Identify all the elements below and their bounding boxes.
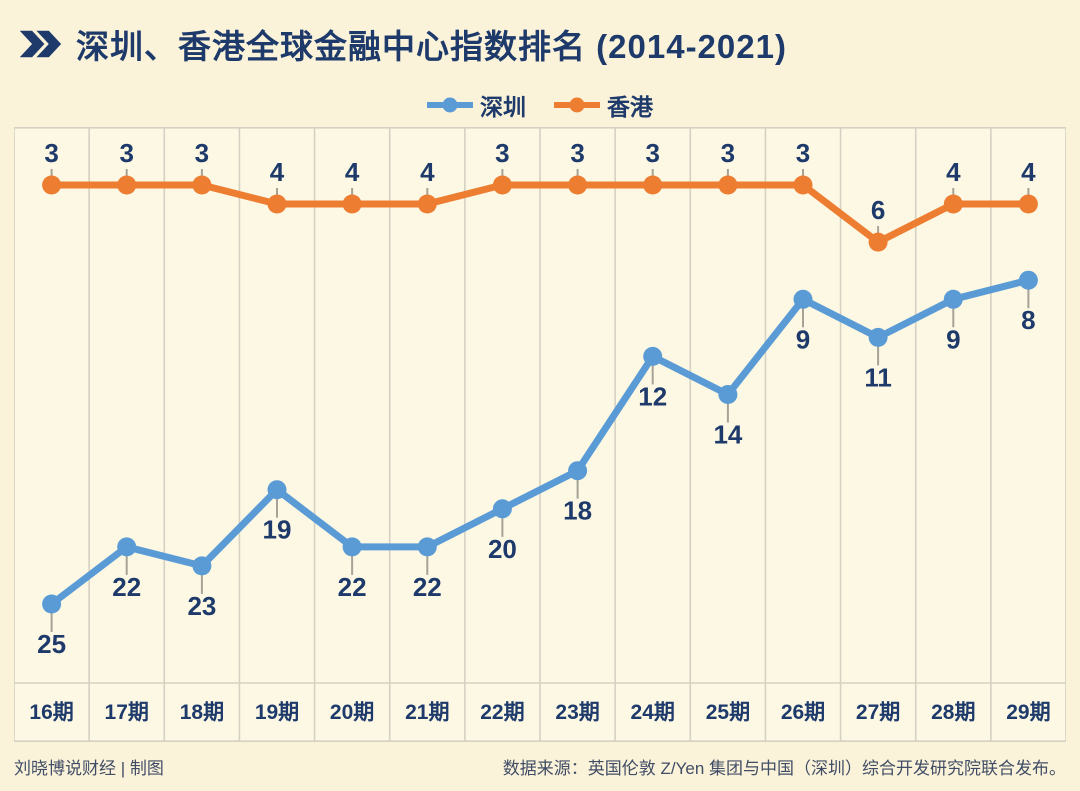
data-label-香港-19期: 4 <box>270 157 285 187</box>
data-point-深圳-20期[interactable] <box>342 537 362 557</box>
data-label-深圳-27期: 11 <box>864 362 892 392</box>
data-point-深圳-17期[interactable] <box>117 537 137 557</box>
data-point-香港-28期[interactable] <box>943 194 963 214</box>
data-point-香港-21期[interactable] <box>417 194 437 214</box>
data-label-深圳-17期: 22 <box>112 572 141 602</box>
data-point-深圳-19期[interactable] <box>267 480 287 500</box>
data-point-深圳-21期[interactable] <box>417 537 437 557</box>
data-point-深圳-16期[interactable] <box>42 594 62 614</box>
data-point-香港-18期[interactable] <box>192 175 212 195</box>
data-label-香港-25期: 3 <box>721 138 735 168</box>
chart-footer: 刘晓博说财经 | 制图 数据来源：英国伦敦 Z/Yen 集团与中国（深圳）综合开… <box>14 754 1066 779</box>
data-label-香港-29期: 4 <box>1021 157 1036 187</box>
legend-item-香港[interactable]: 香港 <box>554 88 653 122</box>
x-axis-label: 29期 <box>1006 701 1050 724</box>
x-axis-label: 24期 <box>631 701 675 724</box>
data-point-香港-26期[interactable] <box>793 175 813 195</box>
author-credit: 刘晓博说财经 | 制图 <box>14 759 164 778</box>
x-axis-label: 26期 <box>781 701 825 724</box>
data-label-深圳-28期: 9 <box>946 324 960 354</box>
data-label-深圳-16期: 25 <box>37 629 66 659</box>
data-label-深圳-24期: 12 <box>638 381 667 411</box>
data-label-香港-24期: 3 <box>645 138 659 168</box>
data-label-香港-16期: 3 <box>44 138 58 168</box>
data-point-香港-17期[interactable] <box>117 175 137 195</box>
data-label-深圳-29期: 8 <box>1021 305 1035 335</box>
data-point-深圳-27期[interactable] <box>868 327 888 347</box>
data-point-香港-22期[interactable] <box>492 175 512 195</box>
x-axis-label: 23期 <box>555 701 599 724</box>
data-point-深圳-28期[interactable] <box>943 289 963 309</box>
data-label-香港-17期: 3 <box>119 138 133 168</box>
data-label-香港-18期: 3 <box>195 138 209 168</box>
line-chart: 16期 17期 18期 19期 20期 21期 22期 23期 24期 25期 26期 27期 28期 2… <box>13 127 1067 743</box>
double-chevron-icon <box>19 30 62 58</box>
legend-item-深圳[interactable]: 深圳 <box>427 88 526 122</box>
data-point-深圳-24期[interactable] <box>643 346 663 366</box>
data-point-深圳-18期[interactable] <box>192 556 212 576</box>
data-point-香港-25期[interactable] <box>718 175 738 195</box>
data-point-深圳-23期[interactable] <box>568 461 588 481</box>
data-label-深圳-25期: 14 <box>713 420 742 450</box>
data-label-深圳-26期: 9 <box>796 324 810 354</box>
data-point-香港-20期[interactable] <box>342 194 362 214</box>
x-axis-label: 18期 <box>180 701 224 724</box>
data-point-深圳-26期[interactable] <box>793 289 813 309</box>
data-point-香港-29期[interactable] <box>1018 194 1038 214</box>
x-axis-label: 17期 <box>105 701 149 724</box>
x-axis-label: 22期 <box>480 701 524 724</box>
data-label-香港-23期: 3 <box>570 138 584 168</box>
x-axis-label: 28期 <box>931 701 975 724</box>
data-label-深圳-23期: 18 <box>563 496 592 526</box>
data-point-香港-27期[interactable] <box>868 232 888 252</box>
data-label-香港-26期: 3 <box>796 138 810 168</box>
chart-legend: 深圳 香港 <box>0 88 1080 122</box>
series-line-香港 <box>48 181 1032 246</box>
data-point-深圳-22期[interactable] <box>492 499 512 519</box>
legend-label: 香港 <box>607 94 653 120</box>
data-label-深圳-22期: 20 <box>488 534 517 564</box>
data-label-深圳-21期: 22 <box>413 572 442 602</box>
x-axis-label: 19期 <box>255 701 299 724</box>
data-point-深圳-25期[interactable] <box>718 385 738 404</box>
data-label-深圳-18期: 23 <box>187 591 216 621</box>
data-label-香港-21期: 4 <box>420 157 435 187</box>
x-axis-label: 21期 <box>405 701 449 724</box>
data-source-note: 数据来源：英国伦敦 Z/Yen 集团与中国（深圳）综合开发研究院联合发布。 <box>502 759 1066 778</box>
data-point-香港-23期[interactable] <box>568 175 588 195</box>
data-point-香港-19期[interactable] <box>267 194 287 214</box>
legend-label: 深圳 <box>480 94 526 120</box>
data-label-香港-27期: 6 <box>871 195 885 225</box>
legend-marker-icon <box>427 97 473 113</box>
chart-canvas: 16期 17期 18期 19期 20期 21期 22期 23期 24期 25期 26期 27期 28期 2… <box>13 127 1067 743</box>
series-line-深圳 <box>48 276 1032 608</box>
data-label-香港-20期: 4 <box>345 157 360 187</box>
data-point-香港-24期[interactable] <box>643 175 663 195</box>
chart-header: 深圳、香港全球金融中心指数排名 (2014-2021) <box>18 20 787 68</box>
data-point-香港-16期[interactable] <box>42 175 62 195</box>
x-axis-label: 27期 <box>856 701 900 724</box>
data-label-香港-28期: 4 <box>946 157 961 187</box>
data-label-香港-22期: 3 <box>495 138 509 168</box>
x-axis-label: 16期 <box>29 701 73 724</box>
x-axis-label: 25期 <box>706 701 750 724</box>
legend-marker-icon <box>554 97 600 113</box>
page-title: 深圳、香港全球金融中心指数排名 (2014-2021) <box>76 28 787 65</box>
data-point-深圳-29期[interactable] <box>1018 270 1038 290</box>
x-axis-label: 20期 <box>330 701 374 724</box>
data-label-深圳-20期: 22 <box>338 572 367 602</box>
data-label-深圳-19期: 19 <box>263 515 292 545</box>
